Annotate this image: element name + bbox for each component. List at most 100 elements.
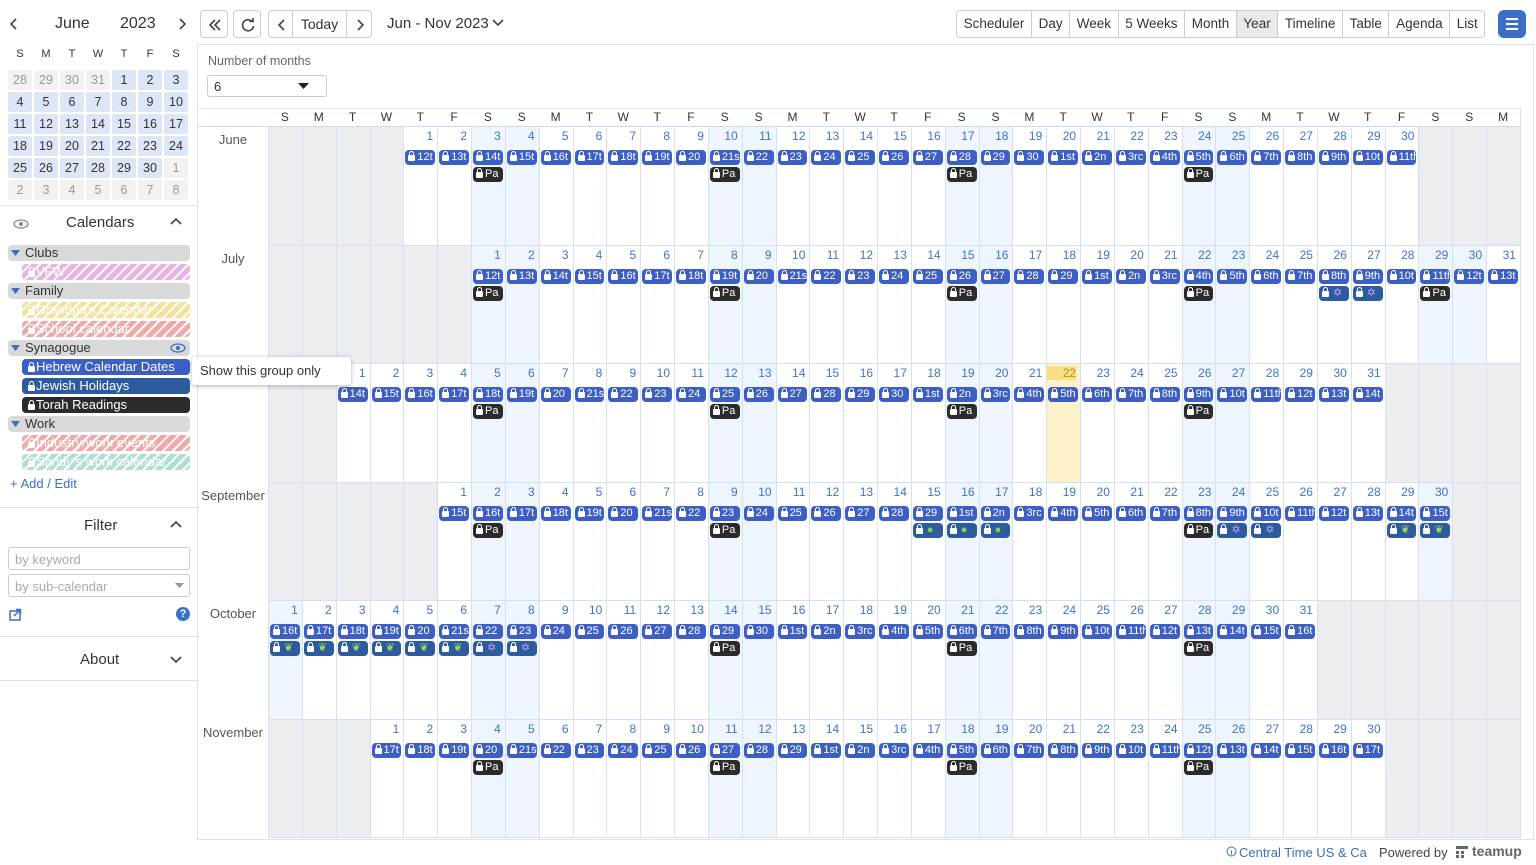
view-button[interactable]: Agenda <box>1388 11 1450 37</box>
holiday-event[interactable]: ● <box>980 522 1011 538</box>
hebrew-date-event[interactable]: 2n <box>1115 268 1146 284</box>
day-cell[interactable] <box>1113 482 1149 601</box>
day-number[interactable]: 18 <box>1062 247 1077 262</box>
torah-reading-event[interactable]: Pa <box>1420 285 1451 301</box>
day-number[interactable]: 8 <box>697 484 704 499</box>
day-cell[interactable] <box>877 364 912 483</box>
holiday-event[interactable]: ✡ <box>1352 285 1383 301</box>
day-number[interactable]: 23 <box>1164 129 1178 143</box>
hebrew-date-event[interactable]: 9th <box>1183 387 1214 402</box>
day-number[interactable]: 24 <box>1265 247 1280 262</box>
calendar-item[interactable]: Hebrew Calendar Dates <box>22 359 190 375</box>
day-number[interactable]: 16 <box>927 129 941 143</box>
day-number[interactable]: 3 <box>494 129 501 143</box>
day-cell[interactable] <box>1384 245 1419 364</box>
day-cell[interactable] <box>877 601 912 720</box>
view-button[interactable]: Table <box>1342 11 1389 37</box>
day-number[interactable]: 1 <box>460 484 468 499</box>
day-number[interactable]: 15 <box>893 129 907 143</box>
mini-day[interactable]: 14 <box>86 114 110 134</box>
day-cell[interactable] <box>538 245 574 364</box>
hebrew-date-event[interactable]: 14t <box>473 150 503 165</box>
day-cell[interactable] <box>910 719 946 838</box>
mini-day[interactable]: 28 <box>8 70 32 90</box>
day-number[interactable]: 4 <box>392 603 400 617</box>
day-cell[interactable] <box>606 245 641 364</box>
hebrew-date-event[interactable]: 25 <box>777 505 808 521</box>
day-cell[interactable] <box>1147 127 1183 246</box>
day-number[interactable]: 6 <box>663 247 671 262</box>
hebrew-date-event[interactable]: 9th <box>1318 150 1349 165</box>
day-cell[interactable] <box>944 719 980 838</box>
view-button[interactable]: Month <box>1184 11 1236 37</box>
day-cell[interactable] <box>1181 601 1216 720</box>
torah-reading-event[interactable]: Pa <box>946 759 977 775</box>
mini-day[interactable]: 7 <box>138 180 162 200</box>
day-number[interactable]: 13 <box>792 721 806 736</box>
day-number[interactable]: 2 <box>528 247 535 262</box>
day-number[interactable]: 4 <box>460 366 468 380</box>
mini-day[interactable]: 2 <box>8 180 32 200</box>
day-number[interactable]: 27 <box>1367 247 1381 262</box>
day-number[interactable]: 2 <box>494 484 501 499</box>
hebrew-date-event[interactable]: 14t <box>337 387 368 402</box>
day-cell[interactable] <box>1283 719 1318 838</box>
day-cell[interactable] <box>843 482 878 601</box>
hebrew-date-event[interactable]: 22 <box>473 624 503 639</box>
hebrew-date-event[interactable]: 25 <box>845 150 876 165</box>
hebrew-date-event[interactable]: 5th <box>1048 387 1079 402</box>
calendars-title[interactable]: Calendars <box>66 214 135 231</box>
day-number[interactable]: 12 <box>825 484 840 499</box>
day-number[interactable]: 12 <box>792 129 806 143</box>
day-number[interactable]: 21 <box>961 603 975 617</box>
today-button[interactable]: Today <box>292 10 347 38</box>
day-number[interactable]: 24 <box>1062 603 1077 617</box>
hebrew-date-event[interactable]: 5th <box>1217 268 1248 284</box>
hebrew-date-event[interactable]: 2n <box>1082 150 1112 165</box>
hebrew-date-event[interactable]: 16t <box>405 387 436 402</box>
day-number[interactable]: 30 <box>1367 721 1381 736</box>
day-cell[interactable] <box>640 601 675 720</box>
mini-day[interactable]: 4 <box>60 180 84 200</box>
hebrew-date-event[interactable]: 1st <box>777 624 808 639</box>
hebrew-date-event[interactable]: 12t <box>1149 624 1180 639</box>
torah-reading-event[interactable]: Pa <box>473 404 503 419</box>
hebrew-date-event[interactable]: 13t <box>506 268 537 284</box>
hebrew-date-event[interactable]: 18t <box>405 742 436 758</box>
day-cell[interactable] <box>1486 245 1521 364</box>
torah-reading-event[interactable]: Pa <box>946 404 977 419</box>
hebrew-date-event[interactable]: 29 <box>777 742 808 758</box>
day-number[interactable]: 23 <box>1198 484 1212 499</box>
day-number[interactable]: 3 <box>426 366 434 380</box>
menu-button[interactable] <box>1498 10 1526 38</box>
day-cell[interactable] <box>1080 601 1115 720</box>
hebrew-date-event[interactable]: 3rc <box>845 624 876 639</box>
day-number[interactable]: 7 <box>629 129 637 143</box>
day-number[interactable]: 17 <box>995 484 1009 499</box>
hebrew-date-event[interactable]: 25 <box>574 624 605 639</box>
day-cell[interactable] <box>1249 601 1284 720</box>
hebrew-date-event[interactable]: 11th <box>1420 268 1451 284</box>
calendar-item[interactable]: School calendar <box>22 321 190 337</box>
hebrew-date-event[interactable]: 29 <box>709 624 740 639</box>
holiday-event[interactable]: ❦ <box>270 641 300 656</box>
hebrew-date-event[interactable]: 23 <box>777 150 808 165</box>
hebrew-date-event[interactable]: 6th <box>1251 268 1282 284</box>
day-number[interactable]: 24 <box>1130 366 1144 380</box>
day-cell[interactable] <box>1283 364 1318 483</box>
day-number[interactable]: 3 <box>528 484 535 499</box>
day-cell[interactable] <box>910 601 946 720</box>
day-cell[interactable] <box>640 719 675 838</box>
hebrew-date-event[interactable]: 11th <box>1149 742 1180 758</box>
hebrew-date-event[interactable]: 30 <box>743 624 774 639</box>
day-cell[interactable] <box>1316 245 1352 364</box>
day-cell[interactable] <box>1350 364 1386 483</box>
day-cell[interactable] <box>471 127 506 246</box>
day-cell[interactable] <box>1249 482 1284 601</box>
hebrew-date-event[interactable]: 6th <box>1082 387 1112 402</box>
torah-reading-event[interactable]: Pa <box>709 404 740 419</box>
hebrew-date-event[interactable]: 18t <box>540 505 571 521</box>
day-number[interactable]: 14 <box>927 247 941 262</box>
day-cell[interactable] <box>674 482 709 601</box>
day-cell[interactable] <box>944 601 980 720</box>
